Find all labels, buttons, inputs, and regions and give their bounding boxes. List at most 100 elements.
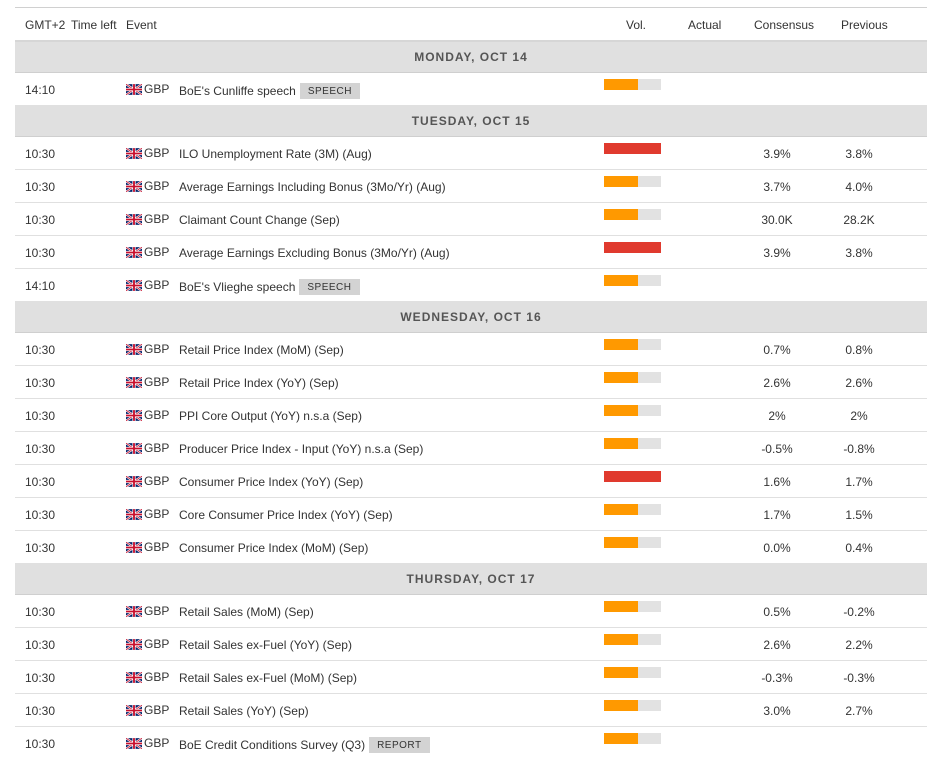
event-row[interactable]: 14:10 GBP BoE's Vlieghe speech SPEECH	[15, 269, 927, 302]
event-row[interactable]: 10:30 GBP Retail Sales (YoY) (Sep) 3.0% 2.7%	[15, 694, 927, 727]
event-name[interactable]: Average Earnings Excluding Bonus (3Mo/Yr…	[179, 246, 450, 260]
event-row[interactable]: 10:30 GBP Producer Price Index - Input (Yo…	[15, 432, 927, 465]
event-title[interactable]: Claimant Count Change (Sep)	[179, 213, 340, 227]
event-title[interactable]: PPI Core Output (YoY) n.s.a (Sep)	[179, 409, 362, 423]
event-row[interactable]: 10:30 GBP Retail Sales ex-Fuel (MoM) (Sep)…	[15, 661, 927, 694]
event-currency: GBP	[126, 604, 169, 618]
event-consensus: 2.6%	[763, 376, 791, 390]
event-currency: GBP	[126, 703, 169, 717]
event-currency: GBP	[126, 278, 169, 292]
event-row[interactable]: 10:30 GBP Retail Sales (MoM) (Sep) 0.5% -0.2…	[15, 595, 927, 628]
event-name[interactable]: Consumer Price Index (MoM) (Sep)	[179, 541, 368, 555]
event-time: 14:10	[25, 83, 56, 97]
event-title[interactable]: Retail Sales (YoY) (Sep)	[179, 704, 309, 718]
event-name[interactable]: ILO Unemployment Rate (3M) (Aug)	[179, 147, 372, 161]
event-row[interactable]: 10:30 GBP Consumer Price Index (YoY) (Sep)…	[15, 465, 927, 498]
event-name[interactable]: Retail Price Index (YoY) (Sep)	[179, 376, 339, 390]
event-name[interactable]: BoE's Cunliffe speech SPEECH	[179, 83, 360, 99]
volatility-bar	[604, 275, 661, 286]
event-currency: GBP	[126, 245, 169, 259]
event-row[interactable]: 10:30 GBP Retail Price Index (YoY) (Sep) 2.…	[15, 366, 927, 399]
event-name[interactable]: Retail Price Index (MoM) (Sep)	[179, 343, 344, 357]
event-title[interactable]: Average Earnings Including Bonus (3Mo/Yr…	[179, 180, 446, 194]
event-name[interactable]: Average Earnings Including Bonus (3Mo/Yr…	[179, 180, 446, 194]
event-name[interactable]: Retail Sales (MoM) (Sep)	[179, 605, 314, 619]
uk-flag-icon	[126, 443, 142, 454]
currency-code: GBP	[144, 507, 170, 521]
timezone-selector[interactable]: GMT+2	[25, 18, 66, 32]
event-title[interactable]: Consumer Price Index (YoY) (Sep)	[179, 475, 364, 489]
event-title[interactable]: Core Consumer Price Index (YoY) (Sep)	[179, 508, 393, 522]
event-row[interactable]: 10:30 GBP Claimant Count Change (Sep) 30.0K…	[15, 203, 927, 236]
event-row[interactable]: 10:30 GBP ILO Unemployment Rate (3M) (Aug)…	[15, 137, 927, 170]
event-time: 10:30	[25, 343, 56, 357]
event-row[interactable]: 10:30 GBP Average Earnings Including Bonus…	[15, 170, 927, 203]
event-title[interactable]: Retail Price Index (YoY) (Sep)	[179, 376, 339, 390]
event-name[interactable]: Core Consumer Price Index (YoY) (Sep)	[179, 508, 393, 522]
event-name[interactable]: Retail Sales ex-Fuel (YoY) (Sep)	[179, 638, 352, 652]
volatility-fill	[604, 634, 639, 645]
event-title[interactable]: BoE Credit Conditions Survey (Q3)	[179, 738, 366, 752]
event-time: 10:30	[25, 704, 56, 718]
event-name[interactable]: PPI Core Output (YoY) n.s.a (Sep)	[179, 409, 362, 423]
volatility-fill	[604, 667, 639, 678]
event-name[interactable]: Claimant Count Change (Sep)	[179, 213, 340, 227]
event-title[interactable]: Retail Sales ex-Fuel (YoY) (Sep)	[179, 638, 352, 652]
event-title[interactable]: BoE's Vlieghe speech	[179, 280, 296, 294]
currency-code: GBP	[144, 703, 170, 717]
event-title[interactable]: BoE's Cunliffe speech	[179, 84, 296, 98]
event-consensus: 2%	[768, 409, 786, 423]
event-row[interactable]: 14:10 GBP BoE's Cunliffe speech SPEECH	[15, 73, 927, 106]
event-row[interactable]: 10:30 GBP Retail Sales ex-Fuel (YoY) (Sep)…	[15, 628, 927, 661]
day-header: TUESDAY, OCT 15	[15, 106, 927, 137]
event-tag: SPEECH	[299, 83, 360, 99]
event-title[interactable]: Retail Price Index (MoM) (Sep)	[179, 343, 344, 357]
event-time: 10:30	[25, 541, 56, 555]
volatility-bar	[604, 372, 661, 383]
event-previous: 3.8%	[845, 147, 873, 161]
volatility-fill	[604, 275, 639, 286]
day-header: WEDNESDAY, OCT 16	[15, 302, 927, 333]
volatility-fill	[604, 209, 639, 220]
day-header: MONDAY, OCT 14	[15, 42, 927, 73]
event-name[interactable]: BoE Credit Conditions Survey (Q3) REPORT	[179, 737, 430, 753]
event-row[interactable]: 10:30 GBP Consumer Price Index (MoM) (Sep)…	[15, 531, 927, 564]
event-name[interactable]: Consumer Price Index (YoY) (Sep)	[179, 475, 363, 489]
column-time-left: Time left	[71, 18, 117, 32]
uk-flag-icon	[126, 542, 142, 553]
event-currency: GBP	[126, 82, 169, 96]
volatility-fill	[604, 601, 639, 612]
event-tag: SPEECH	[299, 279, 360, 295]
uk-flag-icon	[126, 410, 142, 421]
event-consensus: -0.3%	[761, 671, 793, 685]
currency-code: GBP	[144, 736, 170, 750]
economic-calendar: GMT+2 Time left Event Vol. Actual Consen…	[15, 7, 927, 759]
event-row[interactable]: 10:30 GBP Core Consumer Price Index (YoY) …	[15, 498, 927, 531]
uk-flag-icon	[126, 214, 142, 225]
volatility-bar	[604, 209, 661, 220]
event-name[interactable]: Retail Sales ex-Fuel (MoM) (Sep)	[179, 671, 357, 685]
event-row[interactable]: 10:30 GBP PPI Core Output (YoY) n.s.a (Sep…	[15, 399, 927, 432]
uk-flag-icon	[126, 705, 142, 716]
event-name[interactable]: Producer Price Index - Input (YoY) n.s.a…	[179, 442, 423, 456]
event-title[interactable]: Producer Price Index - Input (YoY) n.s.a…	[179, 442, 424, 456]
event-previous: 2%	[850, 409, 868, 423]
event-previous: -0.2%	[843, 605, 875, 619]
event-title[interactable]: Retail Sales ex-Fuel (MoM) (Sep)	[179, 671, 358, 685]
event-name[interactable]: Retail Sales (YoY) (Sep)	[179, 704, 309, 718]
event-title[interactable]: Average Earnings Excluding Bonus (3Mo/Yr…	[179, 246, 450, 260]
event-row[interactable]: 10:30 GBP Average Earnings Excluding Bonus…	[15, 236, 927, 269]
event-title[interactable]: Retail Sales (MoM) (Sep)	[179, 605, 314, 619]
event-row[interactable]: 10:30 GBP BoE Credit Conditions Survey (Q3…	[15, 727, 927, 759]
volatility-fill	[604, 143, 661, 154]
event-title[interactable]: ILO Unemployment Rate (3M) (Aug)	[179, 147, 372, 161]
currency-code: GBP	[144, 179, 170, 193]
event-time: 10:30	[25, 638, 56, 652]
volatility-bar	[604, 339, 661, 350]
event-title[interactable]: Consumer Price Index (MoM) (Sep)	[179, 541, 369, 555]
uk-flag-icon	[126, 672, 142, 683]
event-previous: 2.6%	[845, 376, 873, 390]
event-name[interactable]: BoE's Vlieghe speech SPEECH	[179, 279, 360, 295]
event-currency: GBP	[126, 474, 169, 488]
event-row[interactable]: 10:30 GBP Retail Price Index (MoM) (Sep) 0.…	[15, 333, 927, 366]
